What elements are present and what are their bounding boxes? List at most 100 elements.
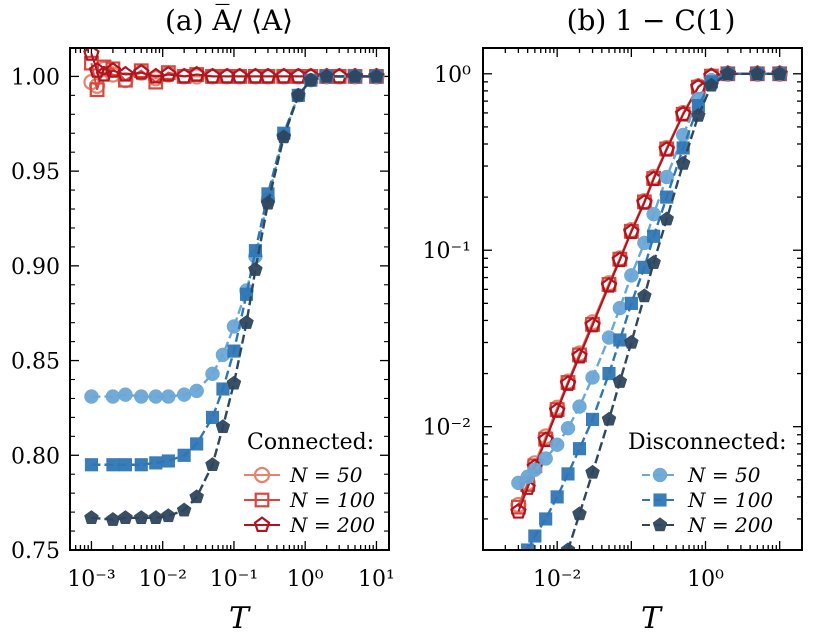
panel-a-xlabel: T <box>229 601 251 636</box>
data-point <box>675 155 691 170</box>
legend-label: N = 50 <box>289 463 363 487</box>
series-disconnected-pentagon <box>84 68 384 526</box>
data-point <box>539 512 553 526</box>
data-point <box>84 510 99 524</box>
data-point <box>521 543 535 550</box>
legend-label: N = 200 <box>289 513 375 537</box>
data-point <box>537 431 554 448</box>
y-tick-label: 0.90 <box>11 255 60 280</box>
data-point <box>347 68 363 83</box>
legend-marker <box>652 517 668 532</box>
data-point <box>189 489 204 504</box>
data-point <box>369 68 384 83</box>
y-tick-label: 0.80 <box>11 444 60 469</box>
panel-a-legend-title: Connected: <box>247 430 374 455</box>
data-point <box>636 193 653 210</box>
data-point <box>611 251 629 268</box>
data-point <box>750 66 765 80</box>
y-tick-label: 0.95 <box>11 160 60 185</box>
y-tick-label: 1.00 <box>11 65 60 90</box>
data-point <box>189 383 204 399</box>
data-point <box>548 402 566 418</box>
data-point <box>602 367 616 381</box>
data-point <box>134 389 149 404</box>
data-point <box>550 490 564 504</box>
data-point <box>118 458 132 472</box>
x-tick-label: 10⁻² <box>138 567 186 592</box>
y-tick-label: 0.75 <box>11 539 60 564</box>
panel-b-title: (b) 1 − C(1) <box>567 4 736 37</box>
x-tick-label: 10¹ <box>358 567 395 592</box>
data-point <box>658 140 676 157</box>
legend-marker <box>652 467 668 483</box>
data-point <box>231 67 248 84</box>
legend-marker <box>653 493 667 507</box>
legend-marker <box>254 492 270 508</box>
data-point <box>585 370 600 385</box>
legend-label: N = 100 <box>289 488 375 512</box>
data-point <box>528 529 542 543</box>
data-point <box>96 59 112 75</box>
data-point <box>319 68 334 83</box>
data-point <box>226 319 242 334</box>
x-tick-label: 10⁻³ <box>67 567 115 592</box>
data-point <box>584 316 601 333</box>
panel-a-tick-labels: 10⁻³ 10⁻² 10⁻¹ 10⁰ 10¹ 0.75 0.80 0.85 0.90 0.95 1.… <box>11 65 395 592</box>
x-tick-label: 10⁻¹ <box>210 567 258 592</box>
data-point <box>510 499 526 515</box>
panel-a-series <box>83 48 385 526</box>
data-point <box>132 63 150 80</box>
x-tick-label: 10⁻² <box>533 567 581 592</box>
panel-b-series <box>510 65 788 550</box>
legend-marker <box>253 516 271 533</box>
data-point <box>586 412 600 426</box>
panel-b-frame <box>482 47 803 551</box>
data-point <box>560 542 576 550</box>
series-disconnected-square <box>84 69 384 472</box>
data-point <box>674 105 692 122</box>
data-point <box>624 268 639 283</box>
data-point <box>160 65 177 82</box>
data-point <box>527 462 543 477</box>
data-point <box>585 464 600 479</box>
series-connected-pentagon <box>83 48 385 84</box>
data-point <box>177 448 191 462</box>
y-tick-label: 0.85 <box>11 350 60 375</box>
data-point <box>161 508 176 523</box>
data-point <box>176 387 192 402</box>
y-tick-label: 10⁻¹ <box>423 239 471 264</box>
data-point <box>83 48 100 61</box>
legend-label: N = 200 <box>687 513 773 537</box>
data-point <box>601 411 617 426</box>
y-tick-label: 10⁻² <box>423 416 471 441</box>
panel-a-frame <box>69 47 390 551</box>
series-disconnected-pentagon <box>560 66 787 550</box>
data-point <box>659 169 674 185</box>
panel-b: (b) 1 − C(1) 10⁻² 10⁰ 10⁻² 10⁻¹ 10⁰ T Discon… <box>423 4 803 636</box>
panel-a-title: (a) A̅/ ⟨A⟩ <box>165 4 293 37</box>
data-point <box>572 442 587 456</box>
data-point <box>161 454 175 468</box>
data-point <box>106 458 120 472</box>
data-point <box>538 451 553 466</box>
data-point <box>260 195 276 210</box>
data-point <box>291 87 306 102</box>
data-point <box>572 506 587 521</box>
data-point <box>275 67 293 84</box>
data-point <box>571 347 588 364</box>
data-point <box>646 206 661 222</box>
data-point <box>95 65 113 82</box>
data-point <box>248 261 263 276</box>
legend-label: N = 50 <box>687 463 761 487</box>
data-point <box>117 65 134 82</box>
data-point <box>89 82 105 98</box>
data-point <box>559 375 577 391</box>
data-point <box>148 389 164 404</box>
series-line <box>517 72 780 484</box>
data-point <box>190 437 204 451</box>
panel-b-legend-title: Disconnected: <box>628 430 787 455</box>
data-point <box>226 375 242 390</box>
